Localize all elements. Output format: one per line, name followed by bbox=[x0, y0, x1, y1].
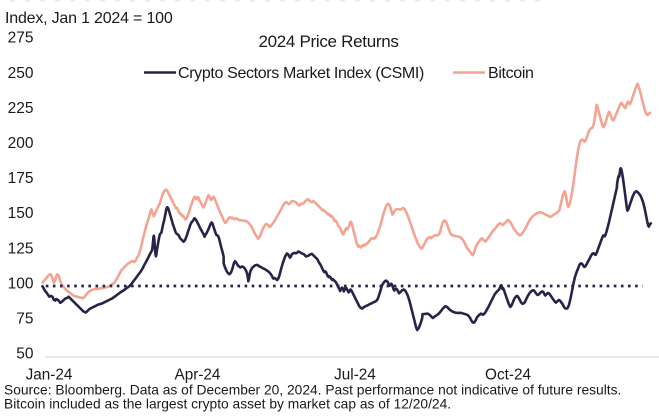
svg-text:275: 275 bbox=[8, 30, 34, 47]
svg-text:2024 Price Returns: 2024 Price Returns bbox=[258, 32, 398, 51]
svg-text:Index, Jan 1 2024 = 100: Index, Jan 1 2024 = 100 bbox=[5, 10, 173, 27]
svg-text:Jan-24: Jan-24 bbox=[26, 367, 73, 384]
svg-text:50: 50 bbox=[16, 346, 34, 363]
svg-text:225: 225 bbox=[8, 100, 34, 117]
svg-text:150: 150 bbox=[8, 205, 34, 222]
svg-text:Bitcoin included as the larges: Bitcoin included as the largest crypto a… bbox=[4, 397, 451, 412]
svg-text:100: 100 bbox=[8, 275, 34, 292]
svg-text:Bitcoin: Bitcoin bbox=[488, 65, 534, 82]
svg-text:125: 125 bbox=[8, 240, 34, 257]
svg-text:250: 250 bbox=[8, 65, 34, 82]
svg-text:Source: Bloomberg. Data as of: Source: Bloomberg. Data as of December 2… bbox=[4, 383, 621, 398]
svg-text:Crypto Sectors Market Index (C: Crypto Sectors Market Index (CSMI) bbox=[178, 65, 424, 82]
svg-text:Jul-24: Jul-24 bbox=[334, 367, 376, 384]
svg-text:75: 75 bbox=[16, 311, 33, 328]
svg-text:200: 200 bbox=[8, 135, 34, 152]
svg-text:Oct-24: Oct-24 bbox=[485, 367, 531, 384]
svg-text:175: 175 bbox=[8, 170, 34, 187]
svg-text:Apr-24: Apr-24 bbox=[175, 367, 221, 384]
